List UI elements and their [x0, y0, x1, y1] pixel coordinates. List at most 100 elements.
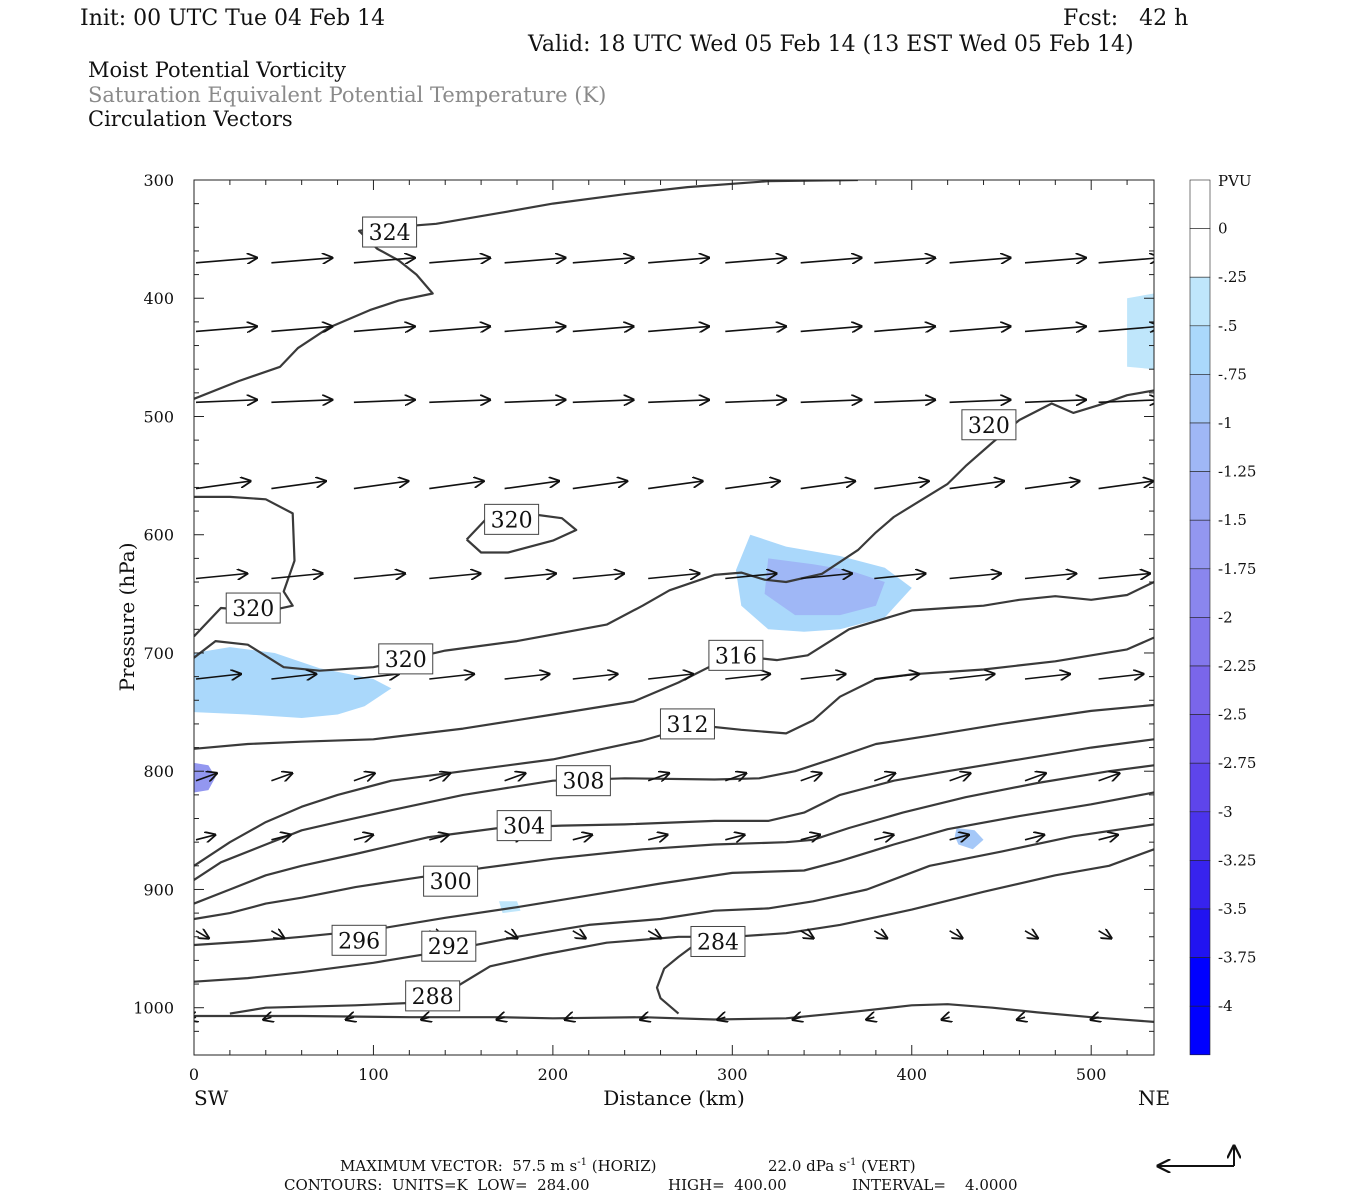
theta-contour-288 [229, 848, 1154, 1015]
circulation-vector [271, 773, 292, 781]
theta-contour-300 [194, 764, 1154, 921]
circulation-vector [949, 326, 1011, 331]
theta-contour-304 [194, 738, 1154, 905]
circulation-vector [725, 674, 770, 679]
y-tick-label: 300 [143, 171, 174, 190]
contour-label-308: 308 [562, 770, 604, 795]
circulation-vector [1098, 258, 1154, 263]
x-tick-label: 400 [896, 1065, 927, 1084]
circulation-vector [572, 400, 634, 403]
reference-vector-icon [1158, 1146, 1234, 1166]
colorbar-label: -1.75 [1218, 560, 1256, 578]
contour-label-320: 320 [968, 414, 1010, 439]
circulation-vector [429, 835, 448, 840]
circulation-vector [195, 835, 215, 840]
circulation-vector [572, 574, 624, 579]
circulation-vector [725, 574, 776, 579]
circulation-vector [949, 835, 969, 840]
circulation-vector [800, 326, 862, 331]
colorbar-swatch [1189, 519, 1211, 570]
circulation-vector [648, 674, 693, 679]
colorbar-label: -2.5 [1218, 706, 1247, 724]
circulation-vector [353, 674, 399, 679]
circulation-vector [648, 481, 702, 490]
circulation-vector [800, 574, 852, 579]
circulation-vector [504, 481, 559, 490]
contour-label-304: 304 [503, 815, 545, 840]
circulation-vector [421, 1017, 429, 1020]
circulation-vector [725, 326, 786, 331]
circulation-vector [195, 326, 257, 331]
colorbar-label: -2 [1218, 608, 1233, 626]
colorbar-swatch [1189, 325, 1211, 375]
theta-contours [194, 180, 1154, 1023]
colorbar-label: 0 [1218, 220, 1228, 238]
field-title-vectors: Circulation Vectors [88, 107, 293, 131]
colorbar-label: -.5 [1218, 317, 1237, 335]
axes: 0 100 200 300 400 500 300 400 500 600 700 800 900 100… [133, 171, 1154, 1084]
contour-label-box [961, 409, 1017, 441]
circulation-vector [572, 326, 634, 331]
circulation-vector [1098, 400, 1154, 403]
circulation-vector [874, 258, 935, 263]
circulation-vector [648, 326, 709, 331]
contour-label-300: 300 [430, 870, 472, 895]
circulation-vector [497, 1017, 505, 1020]
colorbar-label: -3.25 [1218, 851, 1256, 869]
pv-region [1127, 293, 1154, 370]
contour-label-296: 296 [338, 929, 380, 954]
colorbar-swatch [1189, 471, 1211, 521]
circulation-vector [429, 481, 483, 490]
colorbar-label: -1 [1218, 414, 1233, 432]
circulation-vector [949, 400, 1011, 403]
contour-label-box [690, 925, 746, 957]
colorbar-swatch [1189, 957, 1211, 1007]
x-tick-label: 200 [538, 1065, 569, 1084]
circulation-vector [647, 931, 661, 939]
field-title-theta: Saturation Equivalent Potential Temperat… [88, 83, 606, 107]
contour-label-box [421, 930, 477, 962]
colorbar-label: -.75 [1218, 365, 1247, 383]
circulation-vector [874, 326, 935, 331]
circulation-vector [572, 258, 634, 263]
colorbar-label: -2.75 [1218, 754, 1256, 772]
circulation-vector [1024, 931, 1038, 939]
colorbar-swatch [1189, 1005, 1211, 1056]
contour-label-box [555, 765, 611, 797]
circulation-vector [800, 481, 855, 490]
circulation-vector [429, 773, 450, 781]
init-time: Init: 00 UTC Tue 04 Feb 14 [80, 6, 385, 31]
colorbar-label: -.25 [1218, 268, 1247, 286]
colorbar-swatch [1189, 179, 1211, 229]
circulation-vector [572, 674, 618, 679]
circulation-vector [353, 574, 405, 579]
field-title-pv: Moist Potential Vorticity [88, 58, 346, 82]
x-axis-label: Distance (km) [603, 1086, 745, 1110]
colorbar-swatch [1189, 714, 1211, 764]
circulation-vector [353, 326, 415, 331]
circulation-vector [800, 931, 814, 939]
contour-label-320: 320 [232, 597, 274, 622]
circulation-vector [504, 326, 566, 331]
endpoint-sw: SW [194, 1086, 229, 1110]
colorbar-swatch [1189, 228, 1211, 278]
max-vector-info: MAXIMUM VECTOR: 57.5 m s-1 (HORIZ) 22.0 d… [340, 1157, 916, 1175]
pv-shading [194, 180, 1154, 914]
circulation-vector [1024, 835, 1044, 840]
contour-label-box [708, 639, 764, 671]
theta-contour-284 [655, 945, 694, 1015]
pv-region [954, 828, 984, 850]
contour-label-312: 312 [666, 713, 708, 738]
circulation-vector [504, 931, 518, 939]
valid-time: Valid: 18 UTC Wed 05 Feb 14 (13 EST Wed … [527, 32, 1134, 57]
circulation-vector [725, 258, 786, 263]
circulation-vector [353, 481, 408, 490]
circulation-vector [949, 258, 1011, 263]
y-tick-label: 800 [143, 762, 174, 781]
x-tick-label: 500 [1076, 1065, 1107, 1084]
contour-label-box [423, 865, 479, 897]
circulation-vector [504, 773, 526, 781]
circulation-vector [353, 258, 415, 263]
contour-label-box [405, 980, 461, 1012]
